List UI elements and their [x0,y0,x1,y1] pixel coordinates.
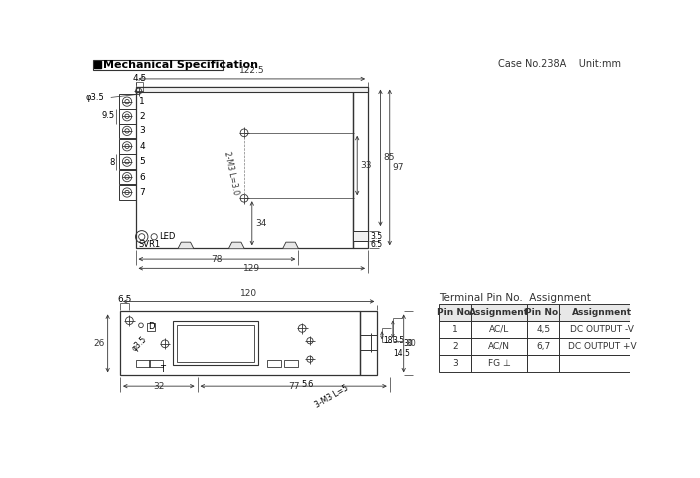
Bar [471,321,527,337]
Bar [118,170,136,185]
Bar [118,94,136,109]
Text: 2: 2 [139,112,145,121]
Text: 14.5: 14.5 [393,348,410,358]
Text: 34: 34 [255,219,266,228]
Bar [439,321,471,337]
Text: 97: 97 [393,163,405,172]
Bar [136,87,368,92]
Bar [559,321,645,337]
Text: 6.5: 6.5 [370,240,382,249]
Bar [284,360,298,367]
Text: 1: 1 [139,97,145,106]
Text: 7: 7 [139,188,145,197]
Text: 3: 3 [452,358,458,368]
Text: 2-M3 L=3.0: 2-M3 L=3.0 [223,151,240,196]
Text: 9.5: 9.5 [102,111,115,120]
Bar [559,304,645,321]
Text: 5: 5 [301,380,307,389]
Text: 77: 77 [288,382,300,391]
Bar [176,325,254,361]
Text: Assignment: Assignment [572,308,632,317]
Bar [148,360,162,367]
Text: DC OUTPUT +V: DC OUTPUT +V [568,342,636,350]
Text: 122.5: 122.5 [239,66,265,75]
Bar [120,312,360,375]
Text: 120: 120 [240,289,258,298]
Text: 78: 78 [211,255,223,264]
Polygon shape [178,242,194,248]
Text: 4.5: 4.5 [132,75,146,84]
Polygon shape [228,242,244,248]
Bar [118,185,136,200]
Text: 8: 8 [109,158,115,166]
Bar [527,304,559,321]
Bar [173,321,258,365]
Bar [118,139,136,153]
Text: 30: 30 [407,339,416,348]
Text: Case No.238A    Unit:mm: Case No.238A Unit:mm [498,59,622,69]
Text: AC/L: AC/L [489,325,509,334]
Bar [439,304,471,321]
Text: 3.5: 3.5 [370,231,382,240]
Bar [353,87,368,248]
Bar [559,337,645,355]
Bar [559,355,645,371]
Bar [118,154,136,169]
Bar [527,337,559,355]
Bar [147,323,155,331]
Text: Terminal Pin No.  Assignment: Terminal Pin No. Assignment [439,293,591,303]
Bar [94,61,101,68]
Text: 1: 1 [452,325,458,334]
Text: 32: 32 [153,382,164,391]
Bar [439,355,471,371]
Text: 30: 30 [404,339,414,348]
Bar [136,360,150,367]
Text: SVR1: SVR1 [139,240,161,249]
Circle shape [151,234,158,240]
Text: 3: 3 [139,126,145,135]
Text: D: D [148,322,154,331]
Text: φ3.5: φ3.5 [86,93,104,102]
Text: φ3.5: φ3.5 [130,335,148,353]
Bar [471,337,527,355]
Text: 6.5: 6.5 [118,295,132,304]
Polygon shape [283,242,298,248]
Text: 6: 6 [139,173,145,182]
Text: FG ⊥: FG ⊥ [488,358,510,368]
Bar [527,355,559,371]
Bar [93,60,223,70]
Text: Pin No.: Pin No. [437,308,473,317]
Bar [136,87,353,248]
Bar [471,355,527,371]
Text: 4,5: 4,5 [536,325,550,334]
Text: Mechanical Specification: Mechanical Specification [103,60,258,70]
Bar [118,124,136,138]
Text: 2: 2 [452,342,458,350]
Text: 129: 129 [243,264,260,273]
Text: Pin No.: Pin No. [525,308,561,317]
Text: T: T [160,365,165,374]
Bar [471,304,527,321]
Text: 33: 33 [360,161,372,170]
Text: Assignment: Assignment [469,308,529,317]
Bar [353,231,368,240]
Text: 26: 26 [93,339,104,348]
Bar [527,321,559,337]
Bar [267,360,281,367]
Text: 6,7: 6,7 [536,342,550,350]
Text: DC OUTPUT -V: DC OUTPUT -V [570,325,634,334]
Text: 6: 6 [307,380,313,389]
Bar [439,337,471,355]
Text: LED: LED [159,232,175,241]
Bar [360,312,377,375]
Text: 18: 18 [384,336,393,345]
Text: 5: 5 [139,157,145,166]
Text: 3.5: 3.5 [393,336,405,345]
Text: 85: 85 [384,153,395,163]
Text: AC/N: AC/N [488,342,510,350]
Bar [118,109,136,124]
Text: 4: 4 [139,142,145,151]
Text: 3-M3 L=5: 3-M3 L=5 [314,383,350,409]
